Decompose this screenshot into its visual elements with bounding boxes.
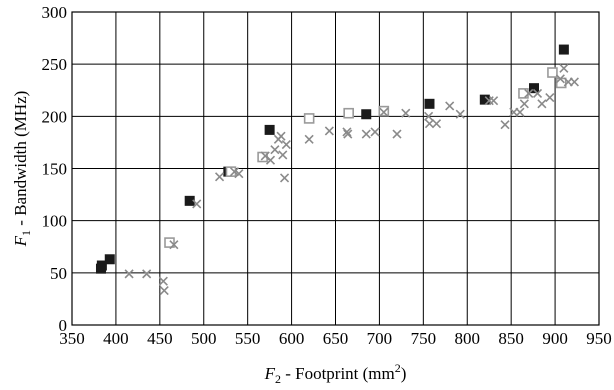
y-axis-text: - Bandwidth (MHz) bbox=[11, 91, 30, 230]
x-tick-label: 350 bbox=[59, 329, 85, 348]
x-tick-label: 950 bbox=[586, 329, 612, 348]
data-point-filled-square bbox=[479, 94, 490, 105]
x-tick-label: 450 bbox=[147, 329, 173, 348]
x-tick-labels: 350 400 450 500 550 600 650 700 750 800 850 900 950 bbox=[59, 329, 612, 348]
x-axis-var-sub: 2 bbox=[275, 372, 281, 386]
y-tick-label: 100 bbox=[42, 212, 68, 231]
data-point-open-square bbox=[547, 67, 558, 78]
x-axis-unit-sup: 2 bbox=[395, 361, 401, 375]
data-point-x-mark bbox=[455, 109, 465, 119]
x-axis-title: F2 - Footprint (mm2) bbox=[264, 361, 407, 386]
data-point-filled-square bbox=[264, 124, 275, 135]
y-tick-label: 300 bbox=[42, 3, 68, 22]
data-point-x-mark bbox=[445, 101, 455, 111]
data-point-x-mark bbox=[324, 126, 334, 136]
data-point-x-mark bbox=[424, 119, 435, 129]
data-point-x-mark bbox=[270, 145, 280, 155]
data-point-x-mark bbox=[361, 129, 371, 139]
data-point-x-mark bbox=[281, 139, 291, 150]
x-tick-label: 800 bbox=[455, 329, 481, 348]
x-axis-tail: ) bbox=[401, 364, 407, 383]
data-point-x-mark bbox=[278, 150, 288, 160]
data-point-filled-square bbox=[424, 98, 435, 109]
data-point-x-mark bbox=[158, 276, 168, 286]
x-tick-label: 600 bbox=[279, 329, 305, 348]
x-axis-var: F bbox=[264, 364, 276, 383]
data-point-x-mark bbox=[370, 127, 380, 137]
x-tick-label: 700 bbox=[367, 329, 393, 348]
y-axis-title: F1 - Bandwidth (MHz) bbox=[11, 91, 33, 248]
x-tick-label: 500 bbox=[191, 329, 217, 348]
y-tick-label: 250 bbox=[42, 55, 68, 74]
data-point-x-mark bbox=[343, 129, 353, 139]
data-point-x-mark bbox=[401, 108, 411, 118]
y-tick-label: 200 bbox=[42, 107, 68, 126]
data-point-x-mark bbox=[124, 269, 134, 279]
x-tick-label: 750 bbox=[411, 329, 437, 348]
x-axis-text: - Footprint (mm bbox=[281, 364, 395, 383]
data-points bbox=[95, 44, 579, 296]
data-point-x-mark bbox=[265, 155, 276, 165]
data-point-x-mark bbox=[515, 107, 525, 117]
data-point-open-square bbox=[303, 113, 315, 124]
data-point-x-mark bbox=[379, 107, 389, 117]
plot-frame bbox=[71, 11, 600, 326]
data-point-x-mark bbox=[519, 99, 529, 109]
data-point-x-mark bbox=[555, 74, 565, 84]
y-tick-label: 150 bbox=[42, 160, 68, 179]
data-point-x-mark bbox=[234, 169, 244, 179]
y-tick-labels: 0 50 100 150 200 250 300 bbox=[42, 3, 68, 335]
y-axis-var: F bbox=[11, 235, 30, 247]
data-point-x-mark bbox=[214, 172, 225, 182]
x-tick-label: 550 bbox=[235, 329, 261, 348]
data-point-x-mark bbox=[229, 167, 240, 177]
data-point-x-mark bbox=[392, 129, 402, 139]
y-tick-label: 0 bbox=[59, 316, 68, 335]
data-point-x-mark bbox=[500, 120, 510, 130]
data-point-x-mark bbox=[142, 269, 152, 279]
data-point-open-square bbox=[164, 237, 175, 248]
data-point-x-mark bbox=[169, 240, 179, 250]
data-point-x-mark bbox=[159, 286, 169, 296]
data-point-x-mark bbox=[559, 63, 569, 73]
x-tick-label: 400 bbox=[103, 329, 129, 348]
data-point-x-mark bbox=[192, 199, 202, 209]
data-point-x-mark bbox=[276, 131, 286, 141]
x-tick-label: 900 bbox=[542, 329, 568, 348]
x-tick-label: 650 bbox=[323, 329, 349, 348]
data-point-filled-square bbox=[361, 109, 372, 120]
y-axis-var-sub: 1 bbox=[19, 230, 33, 236]
data-point-x-mark bbox=[424, 111, 434, 121]
data-point-x-mark bbox=[532, 88, 543, 98]
data-point-x-mark bbox=[545, 92, 555, 103]
data-point-open-square bbox=[343, 107, 354, 119]
data-point-filled-square bbox=[104, 254, 115, 265]
data-point-filled-square bbox=[558, 44, 569, 55]
data-point-filled-square bbox=[184, 195, 195, 206]
grid-lines bbox=[72, 12, 599, 325]
data-point-x-mark bbox=[431, 119, 442, 129]
data-point-x-mark bbox=[279, 173, 290, 183]
data-point-x-mark bbox=[524, 88, 534, 98]
data-point-filled-square bbox=[96, 260, 107, 271]
y-tick-label: 50 bbox=[50, 264, 67, 283]
data-point-x-mark bbox=[569, 77, 579, 87]
x-tick-label: 850 bbox=[498, 329, 524, 348]
data-point-x-mark bbox=[304, 134, 314, 144]
data-point-filled-square bbox=[529, 83, 540, 94]
data-point-x-mark bbox=[342, 127, 352, 137]
data-point-x-mark bbox=[489, 96, 499, 106]
data-point-x-mark bbox=[537, 99, 547, 109]
